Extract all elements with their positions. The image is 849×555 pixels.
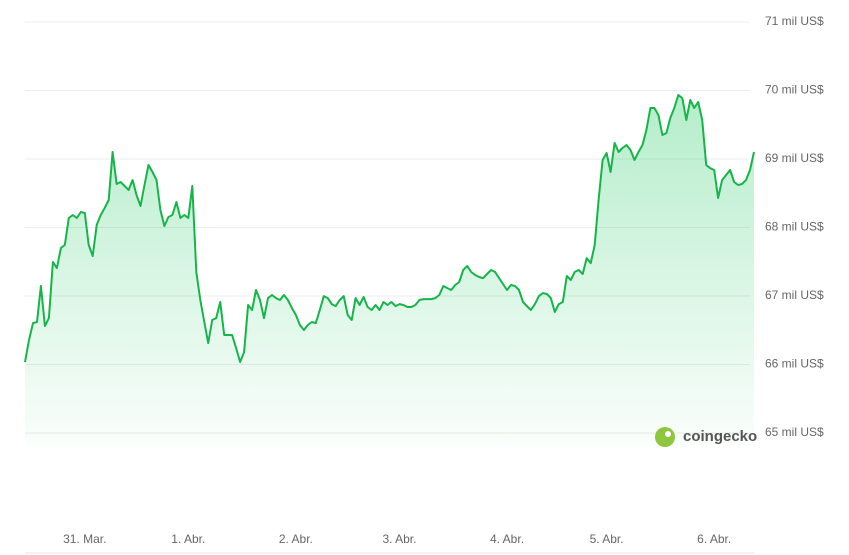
y-tick-label: 65 mil US$ — [765, 425, 824, 439]
x-tick-label: 3. Abr. — [382, 532, 416, 546]
logo: coingecko — [655, 427, 757, 447]
y-tick-label: 70 mil US$ — [765, 83, 824, 97]
y-tick-label: 66 mil US$ — [765, 357, 824, 371]
x-tick-label: 4. Abr. — [490, 532, 524, 546]
watermark: coingecko — [683, 428, 757, 445]
x-tick-label: 2. Abr. — [279, 532, 313, 546]
x-tick-label: 31. Mar. — [63, 532, 106, 546]
x-tick-label: 5. Abr. — [590, 532, 624, 546]
y-tick-label: 69 mil US$ — [765, 151, 824, 165]
x-tick-label: 6. Abr. — [697, 532, 731, 546]
y-tick-label: 71 mil US$ — [765, 14, 824, 28]
price-line — [24, 94, 755, 363]
price-area — [25, 95, 754, 445]
y-tick-label: 68 mil US$ — [765, 220, 824, 234]
x-tick-label: 1. Abr. — [171, 532, 205, 546]
y-tick-label: 67 mil US$ — [765, 288, 824, 302]
